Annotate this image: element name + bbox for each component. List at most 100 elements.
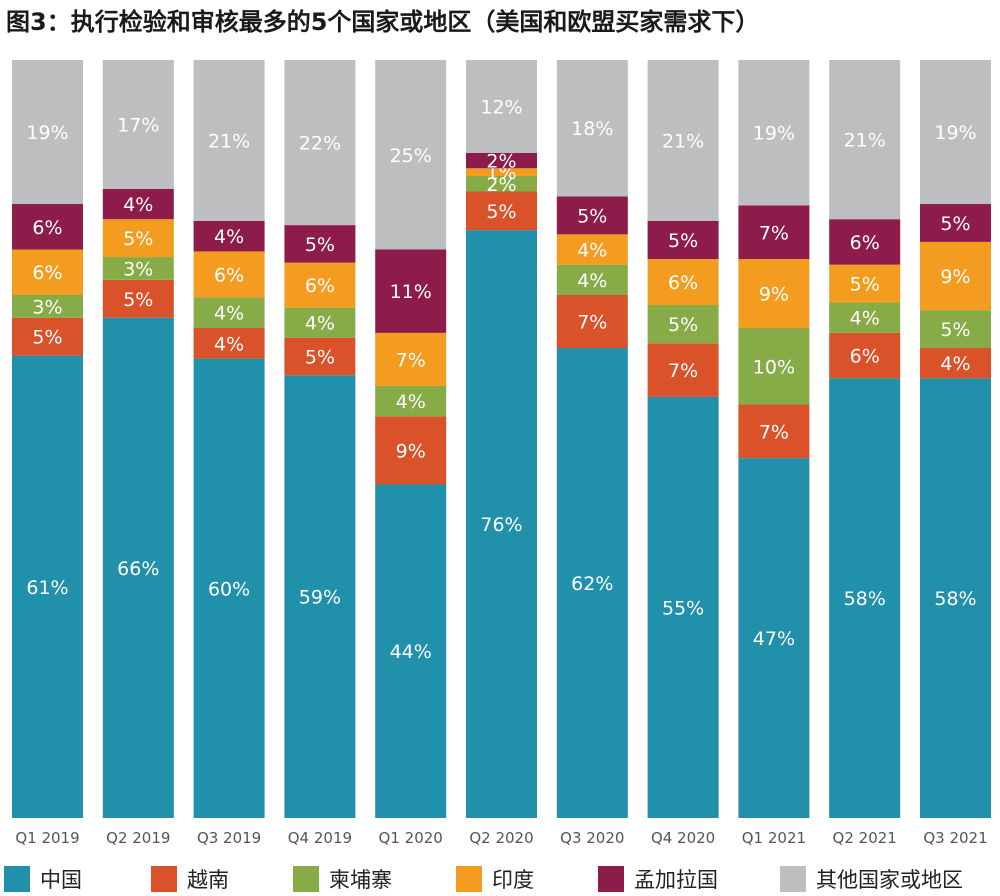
bar-segment: [829, 219, 901, 265]
bar-segment: [920, 348, 991, 379]
data-label: 2%: [486, 174, 516, 196]
legend-label: 孟加拉国: [634, 868, 718, 892]
x-tick-label: Q4 2020: [651, 829, 715, 847]
bar-segment: [829, 302, 901, 333]
data-label: 19%: [26, 122, 68, 144]
data-label: 47%: [753, 628, 795, 650]
data-label: 6%: [850, 232, 880, 254]
bar-segment: [284, 225, 356, 263]
x-tick-label: Q1 2019: [15, 829, 79, 847]
data-label: 25%: [390, 145, 432, 167]
x-tick-label: Q3 2019: [197, 829, 261, 847]
bar-segment: [920, 378, 991, 818]
data-label: 7%: [396, 349, 426, 371]
bar-segment: [829, 332, 901, 379]
bar-segment: [556, 196, 628, 235]
data-label: 9%: [940, 266, 970, 288]
bar-segment: [647, 343, 719, 397]
bar-segment: [920, 204, 991, 242]
data-label: 4%: [577, 240, 607, 262]
data-label: 5%: [123, 289, 153, 311]
bar-segment: [829, 378, 901, 818]
bar-segment: [193, 327, 265, 359]
bar-segment: [284, 262, 356, 308]
bar-segment: [556, 234, 628, 265]
legend-label: 其他国家或地区: [816, 868, 963, 892]
data-label: 21%: [208, 130, 250, 152]
bar-segment: [920, 241, 991, 311]
bar-segment: [102, 188, 174, 220]
bar-segment: [738, 327, 810, 405]
bar-segment: [284, 375, 356, 818]
data-label: 4%: [940, 353, 970, 375]
data-label: 5%: [850, 274, 880, 296]
data-label: 6%: [32, 217, 62, 239]
data-label: 61%: [26, 577, 68, 599]
x-tick-label: Q4 2019: [288, 829, 352, 847]
data-label: 6%: [668, 272, 698, 294]
legend-label: 柬埔寨: [329, 868, 392, 892]
bar-segment: [829, 60, 901, 220]
data-label: 4%: [214, 333, 244, 355]
bar-segment: [12, 60, 83, 205]
bar-segment: [12, 204, 83, 250]
bar-segment: [375, 416, 447, 485]
bar-segment: [193, 60, 265, 221]
bar-segment: [375, 60, 447, 250]
data-label: 10%: [753, 356, 795, 378]
data-label: 5%: [668, 230, 698, 252]
bar-segment: [466, 168, 537, 177]
data-label: 5%: [668, 314, 698, 336]
data-label: 62%: [571, 573, 613, 595]
data-label: 5%: [486, 201, 516, 223]
data-label: 4%: [396, 391, 426, 413]
bar-segment: [102, 219, 174, 258]
legend-label: 中国: [40, 868, 82, 892]
bar-segment: [647, 259, 719, 306]
bar-segment: [647, 305, 719, 344]
data-label: 6%: [214, 264, 244, 286]
data-label: 21%: [662, 130, 704, 152]
data-label: 4%: [214, 303, 244, 325]
x-tick-label: Q3 2021: [923, 829, 987, 847]
chart-title: 图3：执行检验和审核最多的5个国家或地区（美国和欧盟买家需求下）: [6, 8, 760, 36]
data-label: 44%: [390, 641, 432, 663]
bar-segment: [284, 337, 356, 376]
x-tick-label: Q2 2019: [106, 829, 170, 847]
data-label: 5%: [305, 234, 335, 256]
bar-segment: [738, 60, 810, 206]
data-label: 4%: [123, 194, 153, 216]
data-label: 5%: [305, 346, 335, 368]
data-label: 22%: [299, 133, 341, 155]
legend-swatch: [456, 866, 482, 892]
legend-swatch: [598, 866, 624, 892]
bar-segment: [284, 60, 356, 226]
bar-segment: [738, 404, 810, 459]
bar-segment: [12, 317, 83, 356]
data-label: 55%: [662, 597, 704, 619]
data-label: 66%: [117, 558, 159, 580]
bar-segment: [466, 176, 537, 192]
bar-segment: [556, 264, 628, 295]
bar-segment: [193, 297, 265, 328]
bar-segment: [466, 191, 537, 231]
data-label: 3%: [32, 296, 62, 318]
data-label: 19%: [934, 122, 976, 144]
bar-segment: [102, 60, 174, 189]
data-label: 59%: [299, 587, 341, 609]
data-label: 76%: [480, 514, 522, 536]
data-label: 58%: [844, 588, 886, 610]
bar-segment: [193, 251, 265, 298]
data-label: 18%: [571, 118, 613, 140]
bar-segment: [647, 220, 719, 260]
data-label: 5%: [577, 205, 607, 227]
bar-segment: [466, 60, 537, 153]
data-label: 5%: [32, 327, 62, 349]
data-label: 60%: [208, 578, 250, 600]
data-label: 7%: [668, 360, 698, 382]
data-label: 7%: [577, 312, 607, 334]
bar-segment: [556, 348, 628, 818]
data-label: 3%: [123, 258, 153, 280]
bar-segment: [647, 396, 719, 818]
